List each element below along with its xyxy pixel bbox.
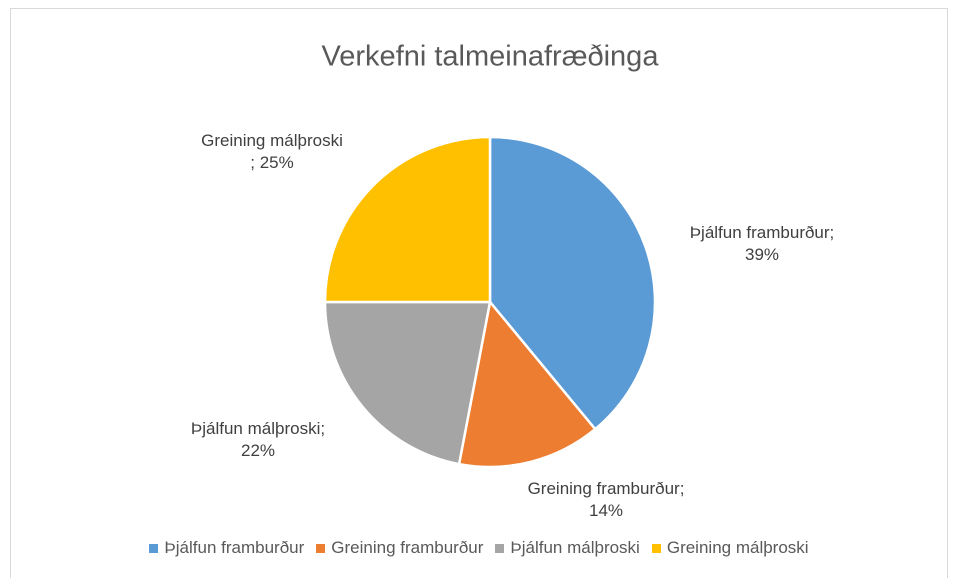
- legend-label: Þjálfun framburður: [164, 538, 305, 557]
- legend: Þjálfun framburður Greining framburður Þjá…: [0, 538, 958, 558]
- legend-item: Þjálfun framburður: [149, 538, 304, 558]
- pie-slice: [488, 135, 657, 431]
- legend-item: Greining málþroski: [651, 538, 809, 558]
- pie-slice: [323, 300, 492, 466]
- legend-item: Þjálfun málþroski: [495, 538, 640, 558]
- legend-label: Greining málþroski: [666, 538, 809, 557]
- data-label: Þjálfun málþroski; 22%: [190, 419, 326, 460]
- legend-swatch: [316, 543, 326, 553]
- legend-item: Greining framburður: [316, 538, 483, 558]
- legend-swatch: [149, 543, 159, 553]
- legend-label: Þjálfun málþroski: [510, 538, 640, 557]
- chart-title: Verkefni talmeinafræðinga: [322, 41, 660, 73]
- legend-label: Greining framburður: [331, 538, 484, 557]
- pie-slice: [323, 135, 492, 304]
- data-label: Greining málþroski ; 25%: [201, 131, 343, 172]
- data-label: Greining framburður; 14%: [527, 479, 685, 520]
- legend-swatch: [651, 543, 661, 553]
- legend-swatch: [495, 543, 505, 553]
- data-label: Þjálfun framburður; 39%: [689, 223, 835, 264]
- pie-slice: [457, 299, 597, 469]
- chart-border: [10, 8, 948, 578]
